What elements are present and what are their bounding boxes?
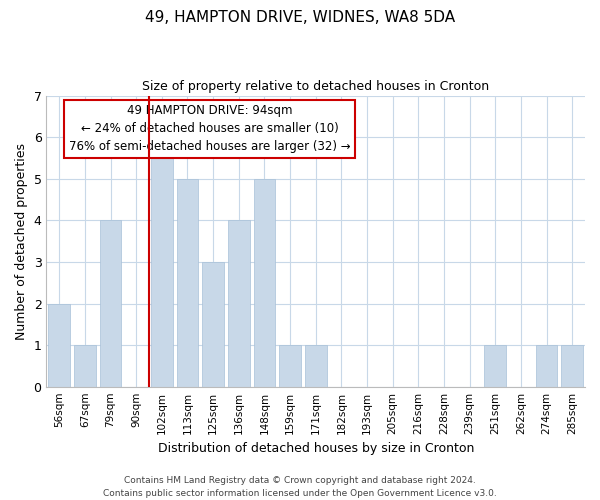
Bar (151, 137, 173, 386)
Bar (100, 220, 121, 386)
Bar (254, 178, 275, 386)
Title: Size of property relative to detached houses in Cronton: Size of property relative to detached ho… (142, 80, 489, 93)
X-axis label: Distribution of detached houses by size in Cronton: Distribution of detached houses by size … (158, 442, 474, 455)
Bar (536, 345, 557, 387)
Bar (49, 304, 70, 386)
Bar (279, 345, 301, 387)
Text: 49 HAMPTON DRIVE: 94sqm
← 24% of detached houses are smaller (10)
76% of semi-de: 49 HAMPTON DRIVE: 94sqm ← 24% of detache… (68, 104, 350, 154)
Text: Contains HM Land Registry data © Crown copyright and database right 2024.
Contai: Contains HM Land Registry data © Crown c… (103, 476, 497, 498)
Text: 49, HAMPTON DRIVE, WIDNES, WA8 5DA: 49, HAMPTON DRIVE, WIDNES, WA8 5DA (145, 10, 455, 25)
Y-axis label: Number of detached properties: Number of detached properties (15, 142, 28, 340)
Bar (202, 262, 224, 386)
Bar (305, 345, 326, 387)
Bar (228, 220, 250, 386)
Bar (484, 345, 506, 387)
Bar (74, 345, 96, 387)
Bar (176, 178, 199, 386)
Bar (561, 345, 583, 387)
